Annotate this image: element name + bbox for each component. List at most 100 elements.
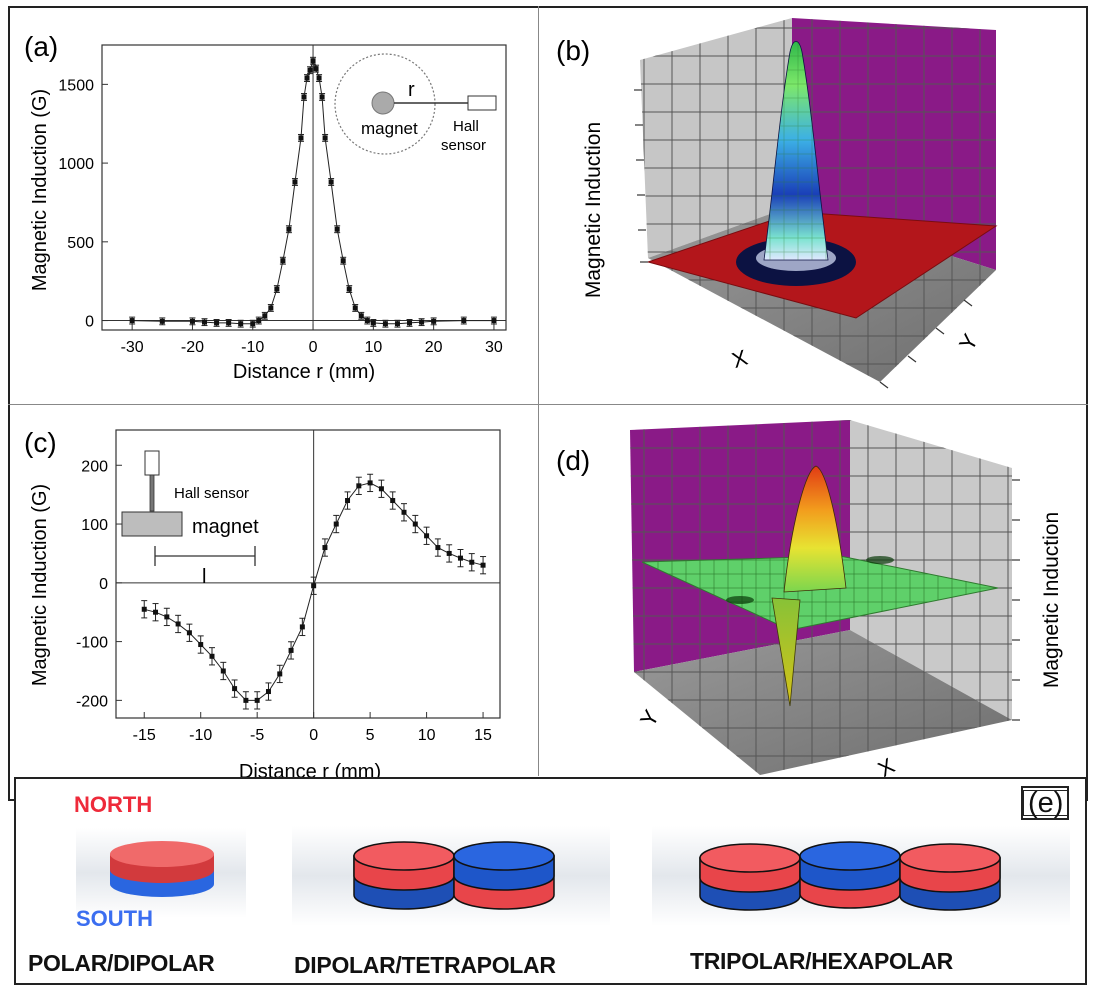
panel-d: Magnetic Induction Y X (d) <box>556 420 1063 782</box>
panel-c-data-point <box>356 483 362 489</box>
panel-a-data-point <box>461 318 467 324</box>
panel-b-ticks <box>634 89 973 389</box>
panel-c-data-point <box>254 697 260 703</box>
panel-a-data-point <box>304 75 310 81</box>
panel-a-data-point <box>346 286 352 292</box>
panel-d-floor-grid <box>634 630 1012 775</box>
panel-a-data-point <box>394 321 400 327</box>
panel-a-x-tick-label: -20 <box>181 339 204 356</box>
panel-c-data-point <box>333 521 339 527</box>
panel-a-data-point <box>370 320 376 326</box>
panel-a-x-tick-label: 30 <box>485 339 503 356</box>
panel-a-y-axis-label: Magnetic Induction (G) <box>29 89 51 291</box>
magnet-polar-dipolar <box>110 841 214 897</box>
panel-a-data-point <box>334 226 340 232</box>
inset-sensor-label-1: Hall <box>453 118 479 135</box>
panel-a-data-point <box>301 94 307 100</box>
panel-a-label: (a) <box>24 31 58 62</box>
panel-c-x-tick-label: -15 <box>133 727 156 744</box>
panel-a-y-tick-label: 500 <box>67 235 94 252</box>
panel-a-data-point <box>189 318 195 324</box>
panel-a-x-axis-label: Distance r (mm) <box>233 361 375 383</box>
panel-a-x-tick-label: 10 <box>364 339 382 356</box>
panel-c-y-tick-label: -200 <box>76 693 108 710</box>
panel-c-data-point <box>390 498 396 504</box>
inset-magnet-icon <box>121 511 183 537</box>
panel-a-data-point <box>226 320 232 326</box>
panel-c-data-point <box>232 686 238 692</box>
panel-d-trough-left <box>726 596 754 604</box>
panel-c-data-point <box>367 480 373 486</box>
caption-polar-dipolar: POLAR/DIPOLAR <box>28 950 215 976</box>
panel-a-data-point <box>202 319 208 325</box>
panel-c-data-point <box>446 550 452 556</box>
panel-c-data-point <box>457 555 463 561</box>
panel-c-y-tick-label: -100 <box>76 635 108 652</box>
panel-c-data-point <box>345 498 351 504</box>
inset-r-label: r <box>408 79 415 101</box>
panel-c-data-point <box>141 606 147 612</box>
panel-c-data-point <box>277 671 283 677</box>
panel-a-data-point <box>340 258 346 264</box>
panel-a-data-point <box>280 258 286 264</box>
panel-divider-horizontal <box>8 404 1088 405</box>
panel-a-data-point <box>256 318 262 324</box>
magnet-dipolar-tetrapolar <box>353 841 555 910</box>
panel-a-data-point <box>328 179 334 185</box>
panel-c-data-point <box>311 583 317 589</box>
panel-a-y-tick-label: 0 <box>85 314 94 331</box>
panel-a-data-point <box>238 321 244 327</box>
panel-c-y-tick-label: 200 <box>81 458 108 475</box>
panel-a-data-point <box>491 318 497 324</box>
inset-magnet-label: magnet <box>192 516 259 538</box>
panel-a-data-point <box>250 321 256 327</box>
north-label: NORTH <box>74 792 153 817</box>
panel-d-right-wall-grid <box>850 420 1012 720</box>
caption-tripolar-hexapolar: TRIPOLAR/HEXAPOLAR <box>690 948 953 974</box>
panel-a-data-point <box>298 135 304 141</box>
panel-c-plot-area <box>115 429 501 719</box>
panel-a-data-point <box>358 313 364 319</box>
panel-a-x-tick-label: 0 <box>309 339 318 356</box>
panel-d-base-surface-mesh <box>642 556 998 630</box>
panel-c-data-point <box>186 630 192 636</box>
panel-a-data-point <box>364 318 370 324</box>
panel-a-y-tick-label: 1000 <box>58 156 94 173</box>
panel-c-x-tick-label: 0 <box>309 727 318 744</box>
panel-d-ticks <box>1012 479 1020 721</box>
panel-c-x-tick-label: 10 <box>418 727 436 744</box>
panel-divider-vertical <box>538 6 539 776</box>
panel-c-inset: Hall sensor magnet l <box>121 450 259 588</box>
panel-a-data-point <box>274 286 280 292</box>
panel-c-x-tick-label: -10 <box>189 727 212 744</box>
panel-c-data-point <box>243 697 249 703</box>
inset-magnet-label: magnet <box>361 119 418 138</box>
panel-c-data-point <box>164 614 170 620</box>
caption-dipolar-tetrapolar: DIPOLAR/TETRAPOLAR <box>294 952 556 978</box>
panel-a-data-point <box>431 318 437 324</box>
panel-b-label: (b) <box>556 35 590 66</box>
panel-b-z-axis-label: Magnetic Induction <box>582 122 605 298</box>
inset-l-label: l <box>202 566 206 588</box>
panel-c-data-point <box>299 624 305 630</box>
panel-c-x-tick-label: -5 <box>250 727 264 744</box>
panel-a-x-tick-label: -10 <box>241 339 264 356</box>
panel-a-y-tick-label: 1500 <box>58 77 94 94</box>
inset-sensor-label-2: sensor <box>441 137 486 154</box>
panel-a-plot-area <box>101 44 507 331</box>
panel-c-data-point <box>480 562 486 568</box>
panel-b-left-wall-grid <box>640 18 792 258</box>
panel-a-data-point <box>310 58 316 64</box>
panel-c-x-tick-label: 5 <box>366 727 375 744</box>
panel-a-data-point <box>262 313 268 319</box>
panel-a-data-point <box>129 318 135 324</box>
panel-a-x-tick-label: 20 <box>425 339 443 356</box>
panel-c-y-axis-label: Magnetic Induction (G) <box>29 484 51 686</box>
panel-a-data-point <box>407 320 413 326</box>
panel-a-data-point <box>292 179 298 185</box>
panel-a-data-point <box>286 226 292 232</box>
panel-d-label: (d) <box>556 445 590 476</box>
panel-a-x-tick-label: -30 <box>121 339 144 356</box>
panel-c-data-point <box>198 642 204 648</box>
